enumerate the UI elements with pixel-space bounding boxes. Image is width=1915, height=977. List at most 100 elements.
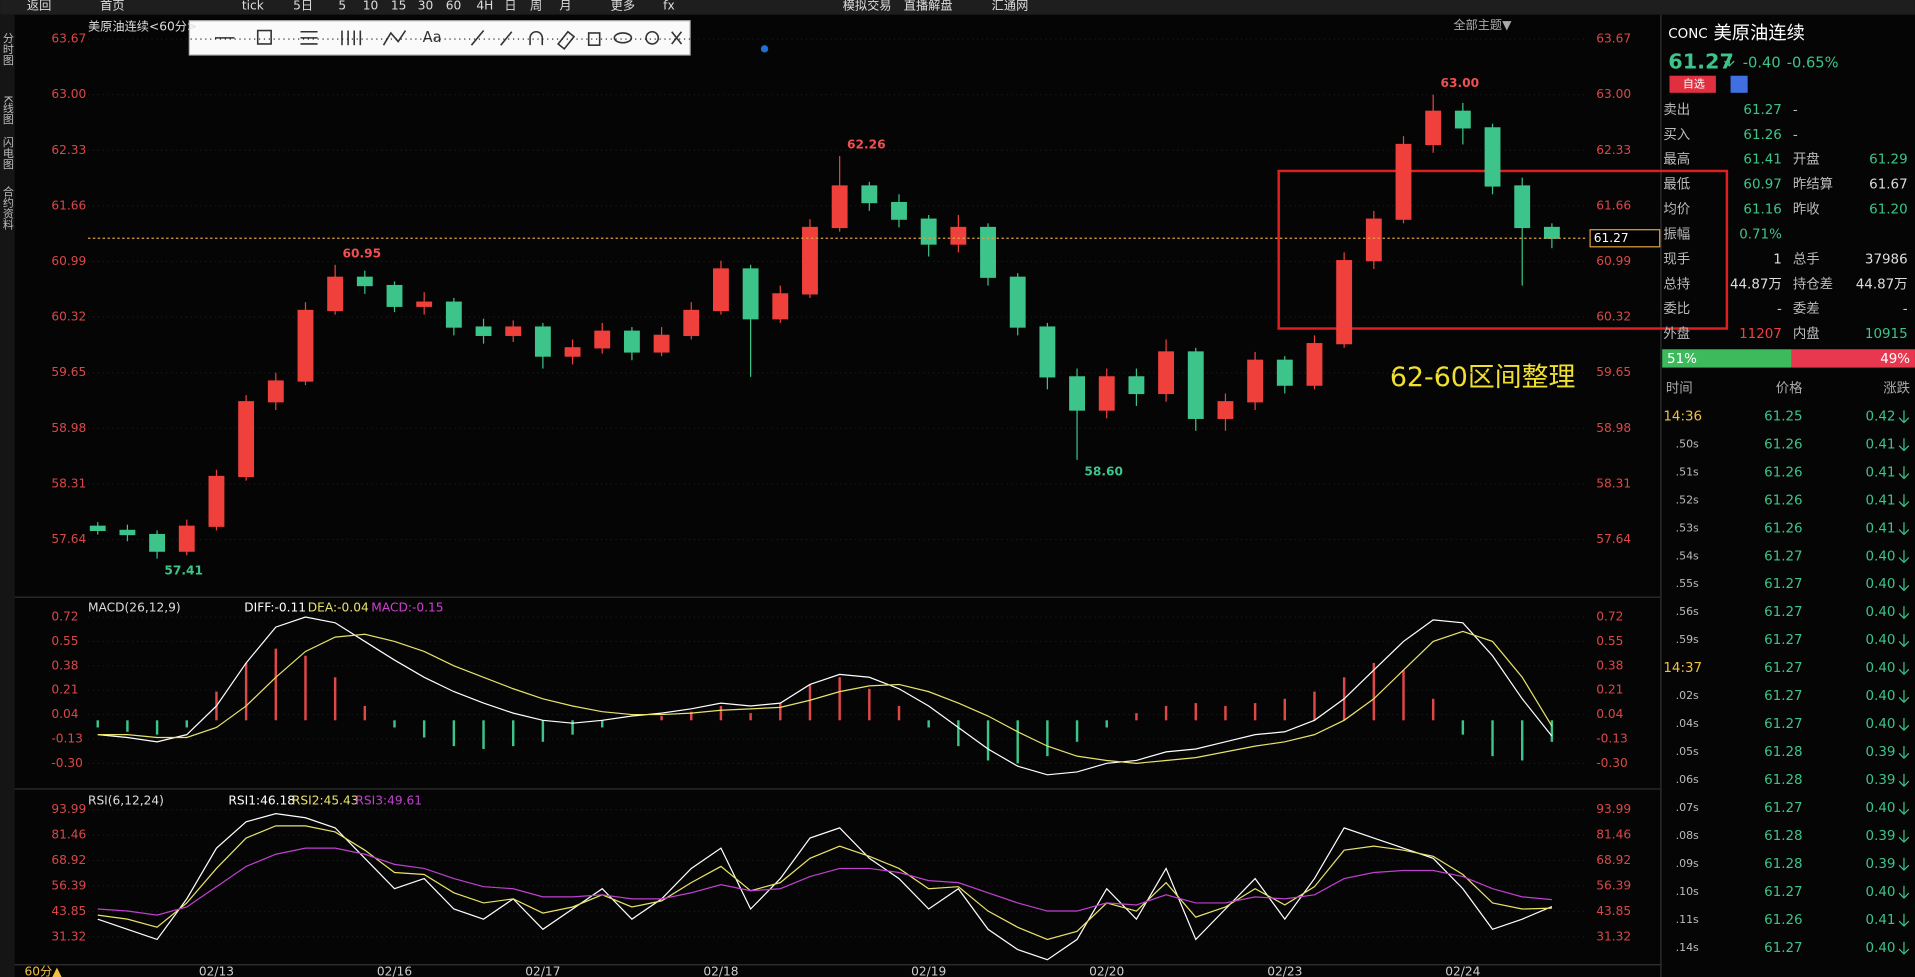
x-tick-label: 02/20 [1089,965,1124,977]
toolbar-item[interactable]: 周 [530,0,542,13]
candle-body [1306,343,1323,386]
font-tool[interactable]: Aa [423,29,442,46]
toolbar-item[interactable]: 30 [418,0,434,13]
toolbar-item[interactable]: 更多 [611,0,635,13]
candle-body [238,401,255,478]
tick-change: 0.42 [1866,409,1896,424]
y-tick-label: 0.04 [51,707,78,721]
quote-value: 44.87万 [1856,277,1908,292]
quote-label: 委比 [1663,301,1690,317]
quote-label: 昨结算 [1793,177,1833,193]
toolbar-item[interactable]: 直播解盘 [904,0,953,13]
quote-label: 昨收 [1793,202,1820,218]
candle-body [920,218,937,245]
toolbar-item[interactable]: fx [663,0,675,13]
y-tick-label: 58.31 [51,476,86,490]
quote-value: 61.67 [1869,178,1907,193]
tick-price: 61.28 [1764,829,1802,844]
toolbar-item[interactable]: 10 [363,0,379,13]
y-tick-label: 0.38 [1596,658,1623,672]
period-button[interactable]: 60分▲ [24,965,62,977]
toolbar-item[interactable]: 月 [559,0,571,13]
buy-ratio-bar [1662,349,1792,368]
tick-change: 0.40 [1866,577,1896,592]
candle-body [1425,110,1442,146]
y-tick-label: 57.64 [51,532,86,546]
theme-button[interactable]: 全部主题▼ [1453,17,1512,32]
quote-label: 总持 [1663,276,1690,292]
candle-body [1158,351,1175,395]
favorite-button[interactable] [1669,75,1716,93]
candle-body [475,326,492,336]
toolbar-item[interactable]: 日 [504,0,516,13]
x-tick-label: 02/24 [1445,965,1480,977]
tick-arrow [1898,857,1910,871]
tick-price: 61.26 [1764,493,1802,508]
toolbar-item[interactable]: 首页 [100,0,124,13]
tick-price: 61.27 [1764,885,1802,900]
tick-arrow [1898,690,1910,704]
tick-change: 0.39 [1866,829,1896,844]
toolbar-item[interactable]: 汇通网 [992,0,1029,13]
tick-change: 0.41 [1866,521,1896,536]
toolbar-item[interactable]: 5 [338,0,346,13]
toolbar-item[interactable]: 模拟交易 [843,0,892,13]
legend-entry: DIFF:-0.11 [244,601,306,615]
tick-time: .59s [1676,633,1699,646]
tick-time: .14s [1676,941,1699,954]
y-tick-label: 43.85 [51,904,86,918]
toolbar-item[interactable]: 60 [446,0,462,13]
candle-body [1217,401,1234,419]
candle-body [831,185,848,229]
tick-time: .54s [1676,549,1699,562]
sidebar-tab[interactable]: K线图 [1,95,14,125]
quote-label: 均价 [1663,202,1690,218]
tick-price: 61.28 [1764,773,1802,788]
toolbar-item[interactable]: 4H [476,0,493,13]
quote-price: 61.27 [1668,49,1734,73]
tick-time: .51s [1676,465,1699,478]
tick-price: 61.27 [1764,941,1802,956]
sidebar-tab[interactable]: 合约资料 [1,184,14,230]
x-tick-label: 02/13 [199,965,234,977]
symbol-name: 美原油连续 [1713,23,1805,44]
toolbar-item[interactable]: 15 [391,0,407,13]
buy-ratio: 51% [1667,352,1697,367]
x-tick-label: 02/17 [525,965,560,977]
candle-body [742,268,759,320]
quote-label: 最低 [1663,177,1690,193]
tick-time: .10s [1676,885,1699,898]
tick-price: 61.27 [1764,549,1802,564]
tick-change: 0.40 [1866,941,1896,956]
toolbar-item[interactable]: 5日 [293,0,313,13]
quote-label: 持仓差 [1793,276,1833,292]
tick-price: 61.27 [1764,689,1802,704]
quote-value: 61.27 [1743,103,1781,118]
sidebar-tab[interactable]: 分时图 [1,32,14,66]
candle-body [564,347,581,357]
candle-body [1039,326,1056,378]
tick-price: 61.27 [1764,605,1802,620]
indicator-line [97,813,1553,961]
candle-body [950,226,967,245]
quote-percent: -0.65% [1787,55,1839,72]
tick-time: .02s [1676,689,1699,702]
toolbar-item[interactable]: tick [242,0,265,13]
y-tick-label: 63.00 [51,87,86,101]
indicator-line [97,825,1552,941]
tick-price: 61.26 [1764,521,1802,536]
y-tick-label: 0.72 [1596,610,1623,624]
toolbar-item[interactable]: 返回 [27,0,51,13]
candle-body [445,301,462,328]
x-tick-label: 02/18 [703,965,738,977]
y-tick-label: 0.72 [51,610,78,624]
tick-price: 61.27 [1764,717,1802,732]
candle-body [861,185,878,204]
alert-button[interactable] [1730,75,1748,93]
sidebar-tab[interactable]: 闪电图 [1,135,14,170]
tick-arrow [1898,606,1910,620]
candle-body [149,533,166,552]
indicator-line [97,630,1553,764]
candle-body [713,268,729,312]
